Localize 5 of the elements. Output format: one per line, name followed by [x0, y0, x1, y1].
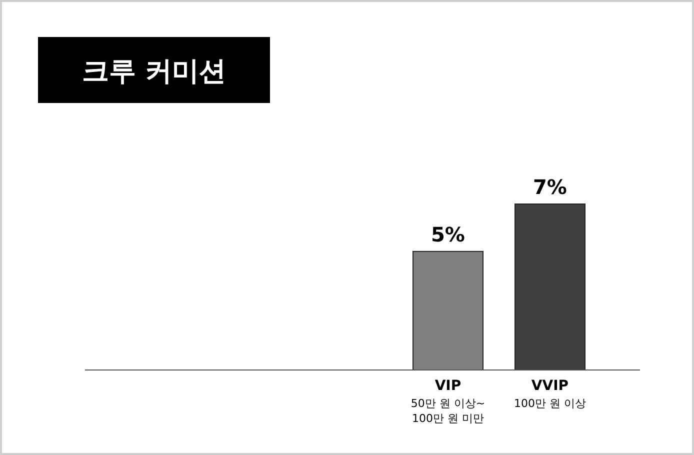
data-label: 7%	[533, 175, 567, 199]
data-label: 5%	[431, 222, 465, 246]
x-tick-label: VVIP 100만 원 이상	[514, 378, 586, 410]
x-tick-label: VIP 50만 원 이상~ 100만 원 미만	[410, 378, 486, 425]
chart-title: 크루 커미션	[82, 56, 226, 87]
